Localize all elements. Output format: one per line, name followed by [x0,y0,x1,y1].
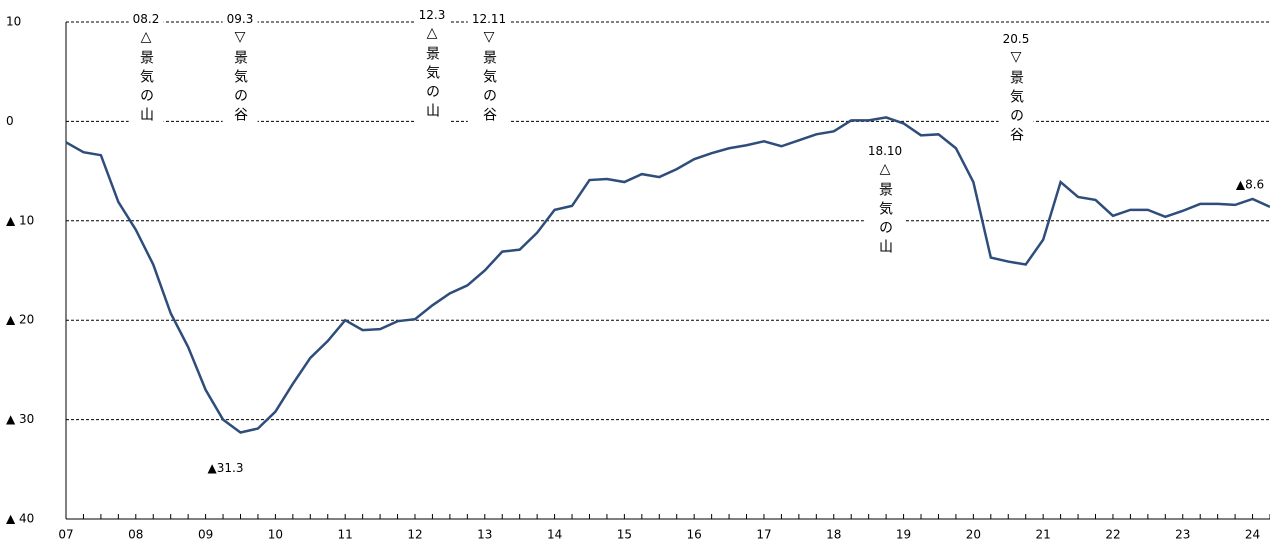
annotation-text: ▽景気の谷 [480,29,497,126]
annotation: 12.11 ▽景気の谷 [467,10,511,128]
annotation-text: △景気の山 [876,161,893,258]
annotation-date: 12.11 [471,12,507,26]
annotation: 20.5 ▽景気の谷 [998,30,1034,148]
annotation: 09.3 ▽景気の谷 [222,10,258,128]
x-tick-label: 08 [128,528,143,542]
annotation-text: △景気の山 [138,29,154,126]
x-tick-label: 20 [966,528,981,542]
x-tick-label: 09 [198,528,213,542]
annotation-date: 08.2 [132,12,160,26]
x-tick-label: 10 [268,528,283,542]
annotation-date: 18.10 [867,144,903,158]
data-label: ▲31.3 [208,461,244,475]
x-tick-label: 19 [896,528,911,542]
x-tick-label: 24 [1245,528,1260,542]
annotation-text: △景気の山 [424,25,440,122]
x-tick-label: 16 [687,528,702,542]
annotation-date: 09.3 [226,12,254,26]
x-tick-label: 21 [1036,528,1051,542]
x-tick-label: 07 [58,528,73,542]
y-tick-label: ▲ 20 [6,313,34,327]
annotation: 08.2 △景気の山 [128,10,164,128]
y-tick-label: 0 [6,114,14,128]
x-tick-label: 22 [1105,528,1120,542]
x-tick-label: 15 [617,528,632,542]
x-tick-label: 17 [756,528,771,542]
annotation-date: 20.5 [1002,32,1030,46]
y-tick-label: ▲ 10 [6,213,34,227]
data-line [65,116,1270,434]
x-tick-label: 18 [826,528,841,542]
annotation-date: 12.3 [418,8,446,22]
y-tick-label: ▲ 30 [6,412,34,426]
x-tick-label: 23 [1175,528,1190,542]
annotation-text: ▽景気の谷 [232,29,248,126]
x-tick-label: 14 [547,528,562,542]
x-tick-label: 11 [338,528,353,542]
y-tick-label: 10 [6,15,21,29]
x-tick-label: 13 [477,528,492,542]
annotation: 12.3 △景気の山 [414,6,450,124]
y-tick-label: ▲ 40 [6,512,34,526]
data-label: ▲8.6 [1236,177,1264,191]
annotation-text: ▽景気の谷 [1008,49,1024,146]
x-tick-label: 12 [407,528,422,542]
annotation: 18.10 △景気の山 [863,142,907,260]
